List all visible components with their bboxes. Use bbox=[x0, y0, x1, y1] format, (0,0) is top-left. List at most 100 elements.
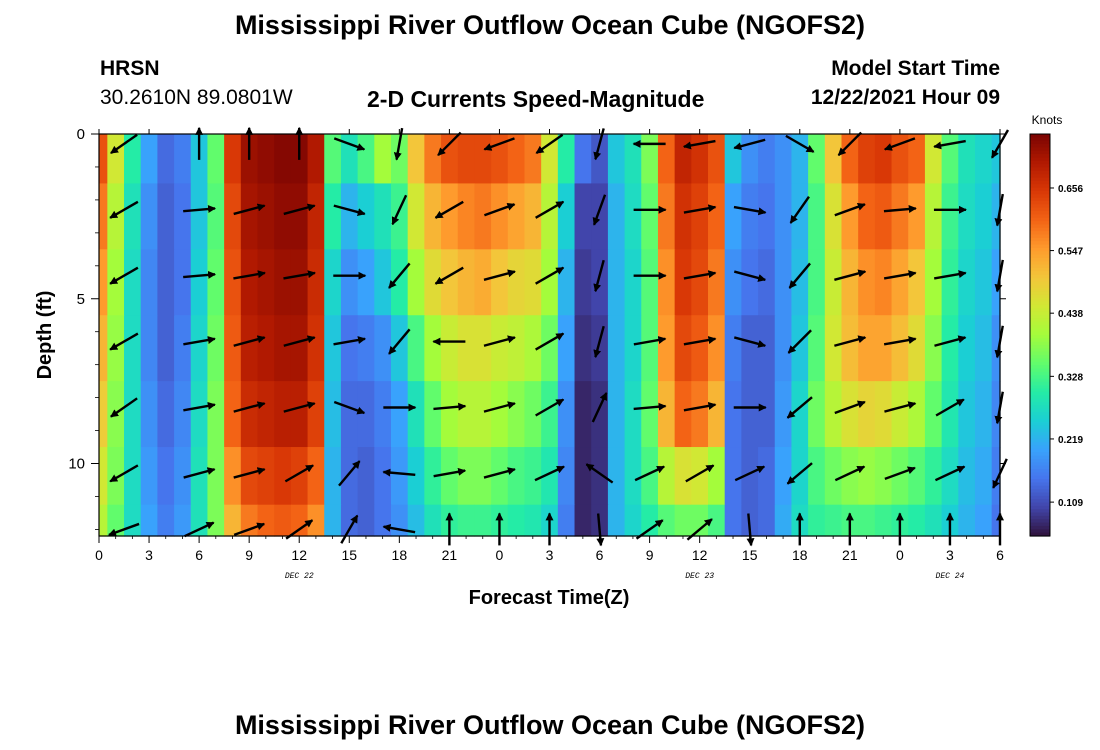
heatmap-cell bbox=[908, 504, 926, 537]
current-vector-arrow bbox=[883, 205, 917, 213]
colorbar-tick-label: 0.656 bbox=[1058, 184, 1083, 195]
x-tick-label: 3 bbox=[546, 547, 554, 563]
heatmap-cell bbox=[974, 134, 993, 185]
current-vector-arrow bbox=[184, 521, 215, 538]
station-coordinates: 30.2610N 89.0801W bbox=[100, 86, 293, 109]
heatmap-cell bbox=[924, 315, 943, 382]
heatmap-cell bbox=[107, 447, 125, 506]
heatmap-cell bbox=[724, 315, 742, 382]
heatmap-cell bbox=[140, 447, 158, 506]
heatmap-cell bbox=[107, 134, 125, 185]
station-code: HRSN bbox=[100, 57, 160, 80]
heatmap-cell bbox=[541, 381, 559, 448]
heatmap-cell bbox=[524, 249, 542, 316]
heatmap-cell bbox=[891, 183, 909, 250]
heatmap-cell bbox=[824, 249, 843, 316]
heatmap-cell bbox=[724, 249, 742, 316]
heatmap-cell bbox=[874, 381, 893, 448]
heatmap-cell bbox=[424, 249, 442, 316]
heatmap-cell bbox=[140, 183, 158, 250]
heatmap-cell bbox=[541, 134, 559, 185]
current-vector-arrow bbox=[535, 200, 565, 219]
heatmap-cell bbox=[140, 504, 158, 537]
heatmap-cell bbox=[774, 381, 793, 448]
colorbar-swatch bbox=[1030, 428, 1050, 433]
heatmap-cell bbox=[474, 134, 492, 185]
heatmap-cell bbox=[574, 315, 592, 382]
heatmap-cell bbox=[591, 183, 609, 250]
heatmap-cell bbox=[307, 381, 325, 448]
colorbar-swatch bbox=[1030, 257, 1050, 262]
colorbar-swatch bbox=[1030, 365, 1050, 370]
heatmap-cell bbox=[374, 315, 392, 382]
date-label: DEC 24 bbox=[936, 572, 965, 581]
current-vector-arrow bbox=[183, 270, 217, 279]
current-vector-arrow bbox=[109, 464, 139, 483]
heatmap-cell bbox=[841, 249, 859, 316]
heatmap-cell bbox=[274, 381, 292, 448]
colorbar-swatch bbox=[1030, 335, 1050, 339]
heatmap-cell bbox=[758, 134, 776, 185]
heatmap-cell bbox=[808, 447, 826, 506]
current-vector-arrow bbox=[884, 466, 916, 480]
current-vector-arrow bbox=[535, 398, 565, 417]
current-vector-arrow bbox=[233, 335, 266, 347]
heatmap-cell bbox=[641, 315, 659, 382]
heatmap-cell bbox=[824, 504, 843, 537]
heatmap-cell bbox=[290, 183, 309, 250]
heatmap-cell bbox=[340, 249, 359, 316]
heatmap-cell bbox=[557, 249, 576, 316]
heatmap-cell bbox=[591, 249, 609, 316]
heatmap-cell bbox=[974, 381, 993, 448]
heatmap-cell bbox=[591, 381, 609, 448]
heatmap-cell bbox=[441, 381, 459, 448]
colorbar-unit-label: Knots bbox=[1032, 113, 1063, 127]
current-vector-arrow bbox=[233, 270, 266, 280]
page-title-repeat: Mississippi River Outflow Ocean Cube (NG… bbox=[234, 710, 866, 740]
colorbar-swatch bbox=[1030, 469, 1050, 473]
heatmap-cell bbox=[524, 183, 542, 250]
heatmap-cell bbox=[657, 249, 676, 316]
colorbar-swatch bbox=[1030, 167, 1050, 172]
heatmap-cell bbox=[624, 249, 642, 316]
heatmap-cell bbox=[257, 381, 275, 448]
heatmap-cell bbox=[457, 447, 476, 506]
heatmap-cell bbox=[157, 315, 175, 382]
heatmap-cell bbox=[557, 183, 576, 250]
colorbar-swatch bbox=[1030, 157, 1050, 162]
heatmap-cell bbox=[457, 249, 476, 316]
heatmap-cell bbox=[290, 381, 309, 448]
heatmap-cell bbox=[991, 381, 1001, 448]
heatmap-cell bbox=[124, 134, 142, 185]
heatmap-cell bbox=[791, 315, 809, 382]
heatmap-cell bbox=[190, 315, 209, 382]
colorbar-swatch bbox=[1030, 134, 1050, 138]
current-vector-arrow bbox=[233, 203, 266, 216]
colorbar-swatch bbox=[1030, 472, 1050, 477]
heatmap-cell bbox=[858, 315, 876, 382]
current-vector-arrow bbox=[883, 137, 916, 151]
heatmap-cell bbox=[541, 447, 559, 506]
colorbar-swatch bbox=[1030, 432, 1050, 437]
heatmap-cell bbox=[99, 183, 108, 250]
heatmap-cell bbox=[491, 183, 509, 250]
heatmap-cell bbox=[324, 315, 342, 382]
heatmap-cell bbox=[824, 134, 843, 185]
heatmap-cell bbox=[374, 249, 392, 316]
heatmap-cell bbox=[207, 381, 225, 448]
heatmap-cell bbox=[891, 249, 909, 316]
heatmap-cell bbox=[774, 504, 793, 537]
heatmap-cell bbox=[991, 447, 1001, 506]
heatmap-cell bbox=[224, 249, 242, 316]
current-vector-arrow bbox=[593, 325, 605, 359]
colorbar-swatch bbox=[1030, 348, 1050, 353]
heatmap-cell bbox=[574, 381, 592, 448]
current-vector-arrow bbox=[283, 203, 316, 216]
current-vector-arrow bbox=[382, 468, 416, 477]
current-vector-arrow bbox=[483, 202, 516, 217]
colorbar-swatch bbox=[1030, 214, 1050, 219]
colorbar-swatch bbox=[1030, 321, 1050, 326]
colorbar-swatch bbox=[1030, 261, 1050, 266]
heatmap-cell bbox=[808, 315, 826, 382]
x-tick-label: 6 bbox=[195, 547, 203, 563]
